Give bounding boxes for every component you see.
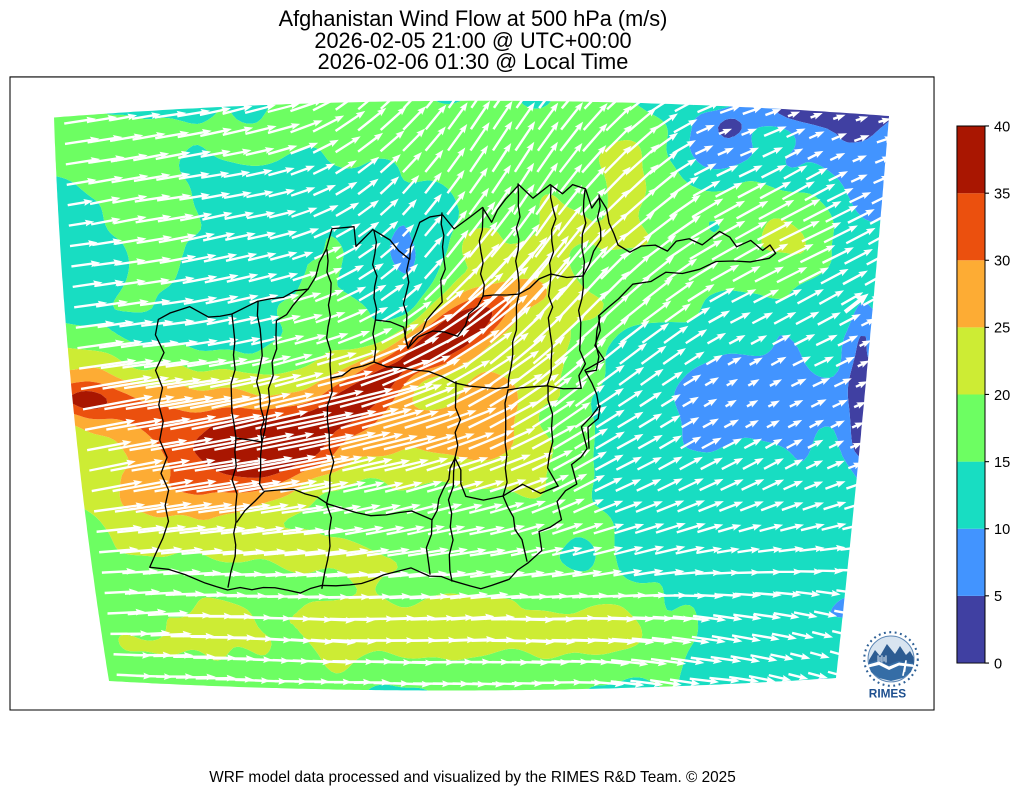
svg-text:35: 35 — [994, 186, 1010, 202]
svg-text:2026-02-06 01:30 @ Local Time: 2026-02-06 01:30 @ Local Time — [318, 49, 629, 74]
svg-text:20: 20 — [994, 388, 1010, 404]
svg-text:25: 25 — [994, 321, 1010, 337]
svg-text:RIMES: RIMES — [869, 687, 906, 701]
svg-text:40: 40 — [994, 119, 1010, 135]
svg-text:15: 15 — [994, 455, 1010, 471]
svg-text:10: 10 — [994, 522, 1010, 538]
svg-text:2026-02-05 21:00 @ UTC+00:00: 2026-02-05 21:00 @ UTC+00:00 — [314, 28, 631, 53]
svg-text:5: 5 — [994, 589, 1002, 605]
svg-text:0: 0 — [994, 656, 1002, 672]
svg-text:Afghanistan Wind Flow at 500 h: Afghanistan Wind Flow at 500 hPa (m/s) — [279, 6, 668, 31]
svg-text:30: 30 — [994, 254, 1010, 270]
svg-text:WRF model data processed and v: WRF model data processed and visualized … — [209, 769, 735, 786]
